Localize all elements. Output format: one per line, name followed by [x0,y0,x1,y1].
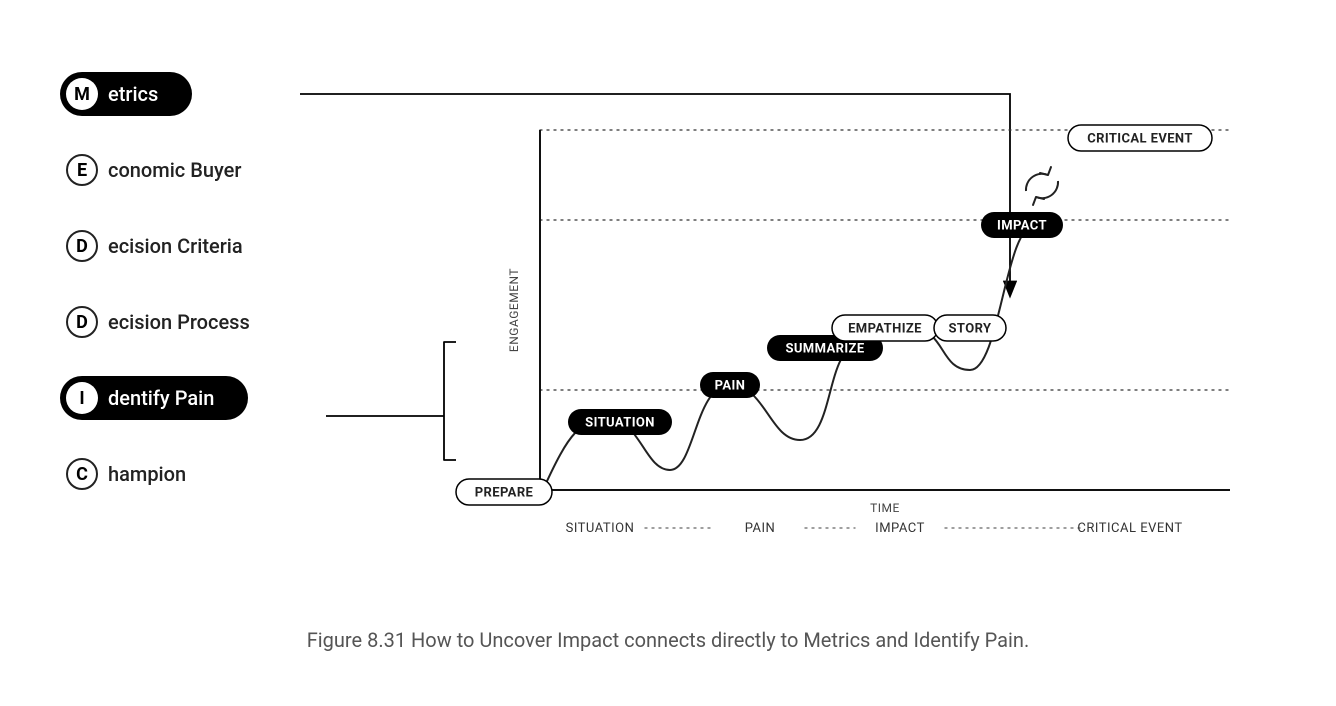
node-situation: SITUATION [568,409,672,435]
svg-text:PAIN: PAIN [715,379,746,394]
meddic-item-decision-criteria: D ecision Criteria [60,224,250,268]
meddic-letter: M [66,78,98,110]
svg-text:PREPARE: PREPARE [475,486,534,501]
timeline-critical-event: CRITICAL EVENT [1077,521,1182,536]
y-axis-label: ENGAGEMENT [507,268,521,352]
node-empathize: EMPATHIZE [832,315,938,341]
node-prepare: PREPARE [456,479,552,505]
engagement-chart: ENGAGEMENT TIME PREPARE SITUATION PAIN SUMMAR… [470,130,1230,550]
timeline-situation: SITUATION [566,521,635,536]
svg-text:SUMMARIZE: SUMMARIZE [785,342,864,357]
meddic-label: dentify Pain [108,386,214,410]
node-critical-event: CRITICAL EVENT [1068,125,1212,151]
meddic-letter: E [66,154,98,186]
node-story: STORY [934,315,1006,341]
meddic-item-identify-pain: I dentify Pain [60,376,250,420]
meddic-item-champion: C hampion [60,452,250,496]
meddic-label: ecision Criteria [108,234,243,258]
meddic-label: etrics [108,82,158,106]
svg-text:SITUATION: SITUATION [585,416,655,431]
loop-arrows-icon [1026,167,1058,205]
svg-text:STORY: STORY [949,322,992,337]
meddic-letter: I [66,382,98,414]
svg-text:CRITICAL EVENT: CRITICAL EVENT [1087,132,1193,147]
meddic-item-economic-buyer: E conomic Buyer [60,148,250,192]
node-pain: PAIN [700,372,760,398]
svg-text:EMPATHIZE: EMPATHIZE [848,322,922,337]
bracket-icon [444,342,456,460]
meddic-list: M etrics E conomic Buyer D ecision Crite… [60,72,250,528]
timeline-impact: IMPACT [875,521,925,536]
meddic-label: conomic Buyer [108,158,241,182]
meddic-label: hampion [108,462,186,486]
svg-text:IMPACT: IMPACT [997,219,1047,234]
meddic-label: ecision Process [108,310,250,334]
meddic-letter: D [66,306,98,338]
figure-caption: Figure 8.31 How to Uncover Impact connec… [0,628,1336,652]
meddic-letter: C [66,458,98,490]
meddic-item-decision-process: D ecision Process [60,300,250,344]
node-impact: IMPACT [981,212,1063,238]
meddic-letter: D [66,230,98,262]
x-axis-label: TIME [870,501,900,515]
meddic-item-metrics: M etrics [60,72,250,116]
timeline-pain: PAIN [745,521,776,536]
